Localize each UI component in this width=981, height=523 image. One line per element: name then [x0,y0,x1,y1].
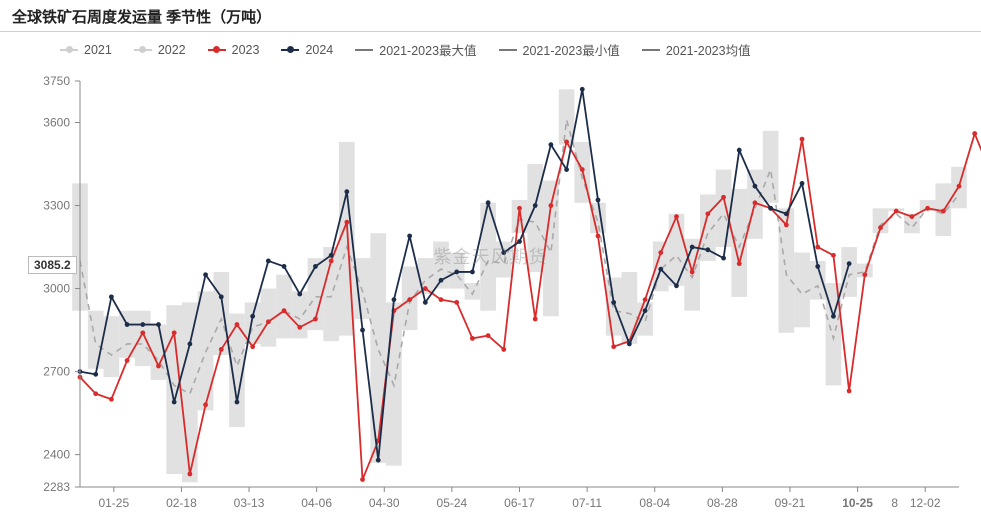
y-highlight-label: 3085.2 [28,256,77,274]
svg-text:09-21: 09-21 [775,496,806,510]
chart-area: 2283 2400 2700 3000 3300 3600 3750 01-25 02-18 03… [0,63,981,523]
legend-label: 2021-2023均值 [666,40,751,59]
chart-title: 全球铁矿石周度发运量 季节性（万吨） [12,9,271,26]
legend-swatch [60,49,78,51]
legend-item: 2021-2023最大值 [355,40,476,59]
legend-item: 2022 [134,43,186,57]
legend-swatch [134,49,152,51]
legend-item: 2021-2023均值 [642,40,751,59]
legend-swatch [208,49,226,51]
svg-text:2283: 2283 [43,480,70,494]
legend-item: 2023 [208,43,260,57]
svg-text:10-25: 10-25 [842,496,873,510]
svg-text:01-25: 01-25 [98,496,129,510]
svg-text:06-17: 06-17 [504,496,535,510]
legend-label: 2022 [158,43,186,57]
legend-label: 2021-2023最小值 [523,40,620,59]
svg-text:05-24: 05-24 [437,496,468,510]
svg-text:04-30: 04-30 [369,496,400,510]
svg-text:2700: 2700 [43,365,70,379]
svg-text:03-13: 03-13 [234,496,265,510]
legend-item: 2021 [60,43,112,57]
legend-swatch [642,49,660,51]
legend-label: 2023 [232,43,260,57]
svg-text:3000: 3000 [43,282,70,296]
svg-text:02-18: 02-18 [166,496,197,510]
legend-label: 2024 [305,43,333,57]
legend: 2021 2022 2023 2024 2021-2023最大值 2021-2023最小值… [0,32,981,63]
legend-swatch [281,49,299,51]
svg-text:07-11: 07-11 [572,496,602,510]
svg-text:08-04: 08-04 [639,496,670,510]
svg-text:8: 8 [891,496,898,510]
svg-text:12-02: 12-02 [910,496,941,510]
svg-text:3600: 3600 [43,116,70,130]
svg-text:2400: 2400 [43,448,70,462]
legend-label: 2021-2023最大值 [379,40,476,59]
line-chart: 2283 2400 2700 3000 3300 3600 3750 01-25 02-18 03… [0,63,981,523]
legend-swatch [499,49,517,51]
legend-label: 2021 [84,43,112,57]
legend-item: 2021-2023最小值 [499,40,620,59]
svg-text:08-28: 08-28 [707,496,738,510]
legend-item: 2024 [281,43,333,57]
svg-text:04-06: 04-06 [301,496,332,510]
svg-text:3300: 3300 [43,199,70,213]
legend-swatch [355,49,373,51]
svg-text:3750: 3750 [43,74,70,88]
